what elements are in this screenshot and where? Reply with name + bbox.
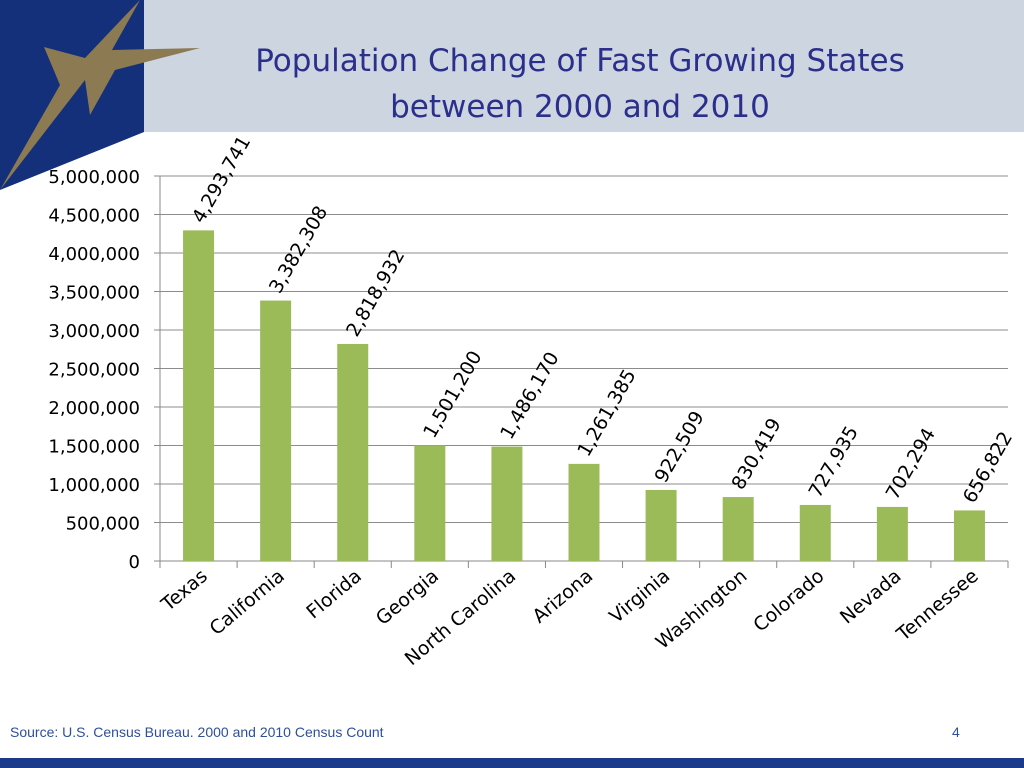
star-icon — [0, 0, 200, 190]
bar — [645, 489, 677, 561]
category-label: Arizona — [528, 565, 597, 628]
source-note: Source: U.S. Census Bureau. 2000 and 201… — [10, 724, 384, 740]
category-label: Texas — [157, 565, 212, 616]
category-label: Colorado — [749, 565, 828, 636]
data-label: 1,501,200 — [419, 347, 486, 442]
bar — [876, 506, 908, 561]
y-tick-label: 4,000,000 — [48, 244, 140, 265]
bar — [260, 300, 292, 561]
y-tick-label: 0 — [129, 552, 140, 573]
y-tick-label: 3,000,000 — [48, 321, 140, 342]
data-label: 1,261,385 — [573, 366, 640, 461]
header-band — [0, 0, 1024, 132]
y-tick-label: 1,000,000 — [48, 475, 140, 496]
category-label: Florida — [302, 565, 366, 623]
bar — [799, 504, 831, 561]
y-tick-label: 1,500,000 — [48, 437, 140, 458]
data-label: 4,293,741 — [188, 132, 255, 227]
y-tick-label: 2,000,000 — [48, 398, 140, 419]
page-number: 4 — [952, 724, 960, 740]
y-tick-label: 5,000,000 — [48, 167, 140, 188]
data-label: 2,818,932 — [342, 246, 409, 341]
category-label: California — [206, 565, 289, 640]
bar-chart: 0 500,000 1,000,000 1,500,000 2,000,000 2,500… — [48, 132, 1017, 670]
category-label: Nevada — [836, 565, 906, 628]
category-label: Tennessee — [892, 565, 983, 646]
bar — [568, 463, 600, 561]
category-label: Virginia — [605, 565, 674, 628]
y-tick-label: 2,500,000 — [48, 360, 140, 381]
data-label: 702,294 — [882, 424, 940, 503]
data-label: 830,419 — [727, 415, 785, 494]
title-line-2: between 2000 and 2010 — [390, 89, 770, 125]
bar — [953, 510, 985, 561]
category-label: Georgia — [372, 565, 443, 630]
star-logo — [0, 0, 200, 190]
bar — [337, 343, 369, 561]
bar — [491, 446, 523, 561]
chart-title: Population Change of Fast Growing States… — [170, 38, 990, 130]
data-label: 3,382,308 — [265, 202, 332, 297]
y-tick-label: 500,000 — [66, 514, 140, 535]
bar — [722, 497, 754, 561]
footer-bar — [0, 758, 1024, 768]
data-label: 656,822 — [959, 428, 1017, 507]
bar — [183, 230, 215, 561]
title-line-1: Population Change of Fast Growing States — [255, 43, 905, 79]
data-label: 1,486,170 — [496, 348, 563, 443]
data-label: 922,509 — [650, 407, 708, 486]
bar — [414, 445, 446, 561]
y-tick-label: 3,500,000 — [48, 283, 140, 304]
y-tick-label: 4,500,000 — [48, 206, 140, 227]
data-label: 727,935 — [805, 422, 863, 501]
